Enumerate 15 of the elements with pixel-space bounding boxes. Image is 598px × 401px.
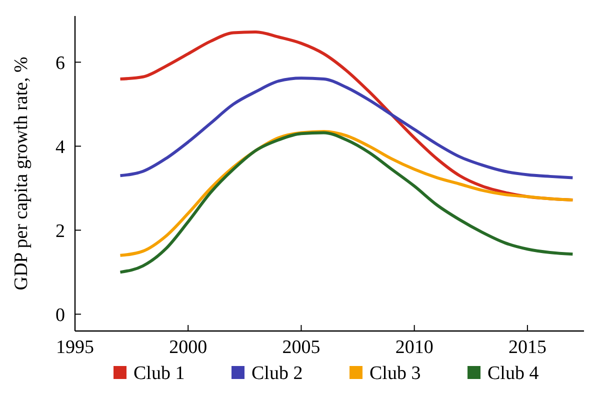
legend-label: Club 3 bbox=[370, 363, 421, 384]
x-tick-label: 1995 bbox=[56, 337, 94, 358]
y-tick-label: 6 bbox=[56, 53, 65, 74]
x-tick-label: 2010 bbox=[395, 337, 434, 358]
legend-label: Club 2 bbox=[252, 363, 303, 384]
x-tick-label: 2005 bbox=[282, 337, 320, 358]
line-series bbox=[118, 76, 574, 180]
y-axis-title: GDP per capita growth rate, % bbox=[11, 56, 32, 290]
y-tick-label: 2 bbox=[56, 221, 65, 242]
legend-label: Club 4 bbox=[488, 363, 540, 384]
y-tick-label: 0 bbox=[56, 305, 65, 326]
y-tick-label: 4 bbox=[56, 137, 66, 158]
x-tick-label: 2015 bbox=[508, 337, 546, 358]
x-tick-label: 2000 bbox=[169, 337, 208, 358]
legend-label: Club 1 bbox=[134, 363, 185, 384]
